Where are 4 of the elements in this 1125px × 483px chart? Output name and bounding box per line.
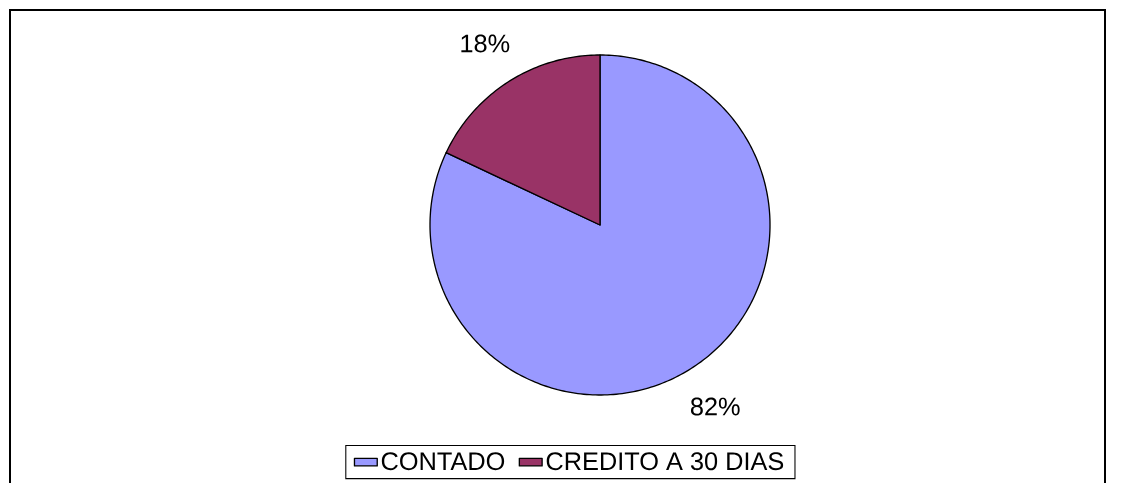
data-label: 18% <box>461 34 510 53</box>
legend-label: CONTADO <box>381 452 505 471</box>
data-label: 82% <box>690 397 740 416</box>
legend-label: CREDITO A 30 DIAS <box>546 452 784 471</box>
